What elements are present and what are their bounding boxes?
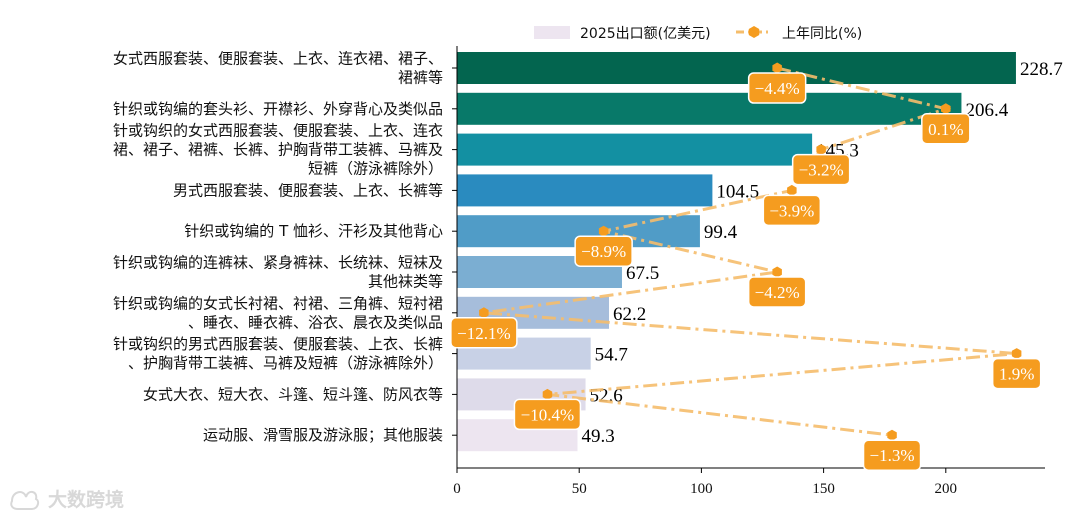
yoy-marker — [941, 103, 951, 115]
bar — [457, 174, 713, 207]
yoy-label: −10.4% — [521, 405, 575, 424]
yoy-label: −3.9% — [769, 201, 814, 220]
bar-group — [457, 52, 1016, 452]
bar — [457, 92, 962, 125]
yoy-label-box — [450, 317, 518, 349]
legend: 2025出口额(亿美元) 上年同比(%) — [534, 26, 862, 42]
category-label: 针织或钩编的 T 恤衫、汗衫及其他背心 — [184, 222, 443, 240]
legend-marker — [748, 26, 760, 38]
bar-value-label: 62.2 — [613, 304, 646, 325]
yoy-label: −3.2% — [799, 161, 844, 180]
x-tick-label: 0 — [453, 481, 461, 497]
yoy-marker — [479, 307, 489, 319]
yoy-label-box — [921, 113, 971, 145]
yoy-marker — [542, 388, 553, 400]
x-tick-label: 150 — [812, 481, 835, 497]
watermark-logo-icon — [10, 491, 40, 510]
yoy-label: −4.4% — [755, 79, 800, 98]
category-label: 针织或钩编的连裤袜、紧身裤袜、长统袜、短袜及其他袜类等 — [113, 254, 443, 291]
bar-value-label: 67.5 — [626, 263, 659, 284]
category-label: 女式大衣、短大衣、斗篷、短斗篷、防风衣等 — [143, 385, 443, 403]
bar-value-label: 49.3 — [581, 426, 614, 447]
yoy-line — [483, 66, 1017, 437]
yoy-marker — [887, 429, 897, 441]
legend-bar-swatch — [534, 26, 570, 39]
watermark-text: 大数跨境 — [48, 488, 124, 511]
yoy-label-box — [513, 398, 582, 431]
bar-value-label: 104.5 — [716, 181, 759, 202]
category-label: 针或钩织的男式西服套装、便服套装、上衣、长裤、护胸背带工装裤、马裤及短裤（游泳裤… — [113, 335, 443, 372]
x-tick-label: 50 — [572, 481, 587, 497]
yoy-label: −4.2% — [755, 283, 800, 302]
yoy-marker — [787, 184, 797, 196]
yoy-marker — [772, 266, 782, 278]
yoy-label-box — [991, 357, 1042, 390]
legend-label: 2025出口额(亿美元) — [580, 26, 711, 42]
watermark: 大数跨境 — [10, 488, 124, 511]
category-label: 针或钩织的女式西服套装、便服套装、上衣、连衣裙、裙子、裙裤、长裤、护胸背带工装裤… — [113, 122, 443, 178]
category-label: 运动服、滑雪服及游泳服；其他服装 — [203, 426, 443, 444]
bar — [457, 52, 1016, 84]
yoy-series: −4.4% 0.1% −3.2% −3.9% −8.9% −4.2% −12.1% 1.9% −… — [450, 62, 1042, 471]
legend-label: 上年同比(%) — [782, 26, 862, 42]
yoy-label-box — [747, 276, 807, 308]
yoy-label-box — [747, 72, 807, 104]
yoy-label-box — [791, 153, 851, 186]
bar-value-label: 206.4 — [965, 100, 1008, 121]
yoy-label: −12.1% — [457, 324, 511, 343]
yoy-marker — [598, 225, 609, 237]
yoy-label-box — [762, 194, 822, 227]
x-tick-label: 200 — [935, 481, 958, 497]
yoy-label: 0.1% — [928, 120, 963, 139]
category-label: 男式西服套装、便服套装、上衣、长裤等 — [173, 181, 443, 199]
category-label: 针织或钩编的女式长衬裙、衬裙、三角裤、短衬裙、睡衣、睡衣裤、浴衣、晨衣及类似品 — [113, 294, 443, 331]
category-label: 针织或钩编的套头衫、开襟衫、外穿背心及类似品 — [113, 100, 443, 118]
bar-value-label: 54.7 — [595, 345, 628, 366]
category-label: 女式西服套装、便服套装、上衣、连衣裙、裙子、裙裤等 — [113, 50, 443, 87]
bar-value-label: 99.4 — [704, 222, 738, 243]
category-labels: 女式西服套装、便服套装、上衣、连衣裙、裙子、裙裤等针织或钩编的套头衫、开襟衫、外… — [113, 50, 443, 445]
yoy-label-box — [574, 235, 633, 267]
yoy-label: −1.3% — [870, 446, 915, 465]
yoy-marker — [1011, 348, 1022, 360]
bar — [457, 133, 813, 166]
bar-value-label: 228.7 — [1020, 59, 1063, 80]
x-tick-label: 100 — [690, 481, 713, 497]
yoy-label: 1.9% — [999, 365, 1034, 384]
x-axis: 0 50 100 150 200 — [452, 46, 1045, 497]
yoy-marker — [772, 62, 782, 74]
yoy-label-box — [862, 439, 922, 471]
yoy-label: −8.9% — [581, 242, 626, 261]
yoy-marker — [816, 144, 826, 156]
